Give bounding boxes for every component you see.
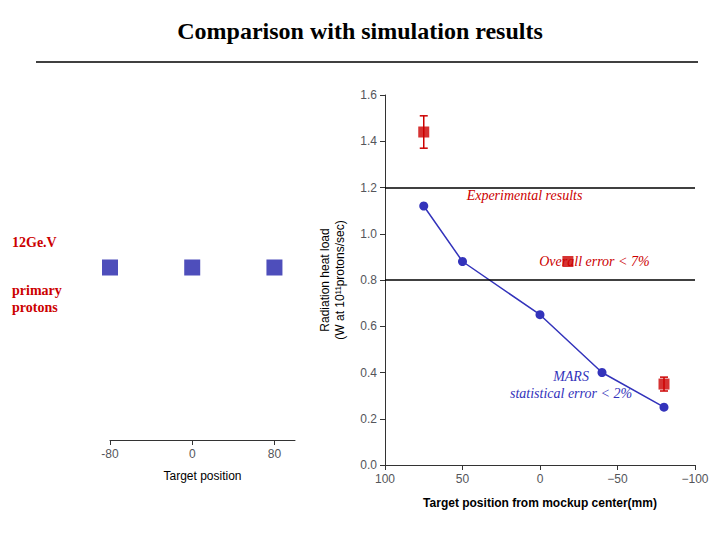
svg-text:0.2: 0.2 [360,412,377,426]
svg-text:Radiation heat load: Radiation heat load [318,228,332,331]
svg-text:0: 0 [189,447,196,461]
svg-text:primary: primary [12,283,62,298]
svg-text:1.6: 1.6 [360,88,377,102]
svg-text:protons: protons [12,300,58,315]
svg-text:Comparison with simulation res: Comparison with simulation results [177,18,543,44]
svg-text:Target position from mockup ce: Target position from mockup center(mm) [423,496,657,510]
svg-text:80: 80 [268,447,282,461]
svg-text:Experimental results: Experimental results [466,188,583,203]
svg-text:0.0: 0.0 [360,458,377,472]
svg-text:Overall error < 7%: Overall error < 7% [532,254,649,269]
svg-text:Target position: Target position [163,469,241,483]
svg-text:50: 50 [456,472,470,486]
svg-text:0.8: 0.8 [360,273,377,287]
svg-text:−100: −100 [681,472,708,486]
svg-text:1.2: 1.2 [360,181,377,195]
svg-text:0.6: 0.6 [360,319,377,333]
svg-text:0: 0 [537,472,544,486]
svg-text:-80: -80 [101,447,119,461]
svg-text:−50: −50 [607,472,628,486]
svg-text:1.4: 1.4 [360,134,377,148]
svg-text:12Ge.V: 12Ge.V [12,235,57,250]
svg-text:0.4: 0.4 [360,366,377,380]
svg-text:1.0: 1.0 [360,227,377,241]
svg-text:(W at 10¹¹protons/sec): (W at 10¹¹protons/sec) [333,220,347,339]
svg-text:100: 100 [375,472,395,486]
svg-text:statistical error < 2%: statistical error < 2% [510,386,632,401]
svg-text:MARS: MARS [552,369,589,384]
